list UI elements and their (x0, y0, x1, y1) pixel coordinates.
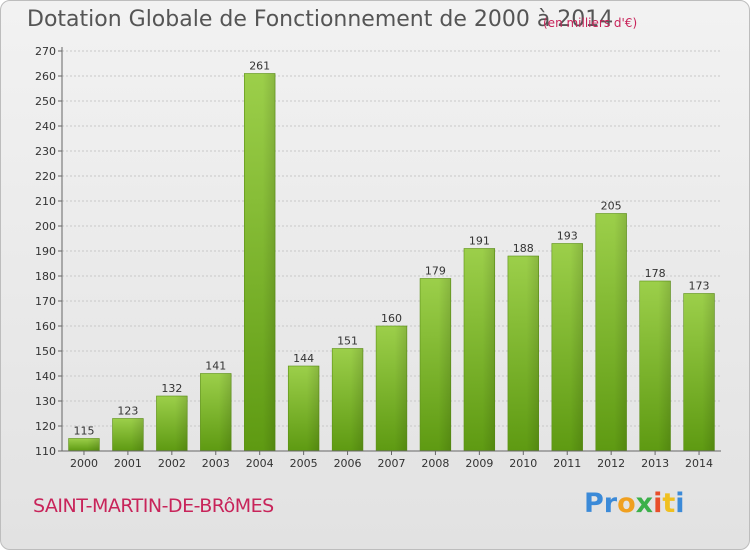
bar-shade (350, 348, 363, 451)
y-tick-label: 220 (35, 170, 56, 183)
y-tick-label: 210 (35, 195, 56, 208)
bar-shade (614, 213, 627, 451)
y-tick-label: 230 (35, 145, 56, 158)
bar-shade (658, 281, 671, 451)
x-tick-label: 2002 (158, 457, 186, 470)
value-label: 144 (293, 352, 314, 365)
bar-shade (526, 256, 539, 451)
value-label: 132 (161, 382, 182, 395)
x-tick-label: 2014 (685, 457, 713, 470)
y-tick-label: 240 (35, 120, 56, 133)
x-tick-label: 2006 (334, 457, 362, 470)
bar-shade (438, 278, 451, 451)
y-tick-label: 270 (35, 45, 56, 58)
bar-shade (262, 73, 276, 451)
bar-shade (306, 366, 320, 451)
logo-part: i (653, 488, 663, 519)
value-label: 188 (513, 242, 534, 255)
x-tick-label: 2003 (202, 457, 230, 470)
bar-shade (702, 293, 715, 451)
value-label: 178 (645, 267, 666, 280)
bar-shade (130, 418, 144, 451)
value-label: 115 (73, 425, 94, 438)
commune-name: SAINT-MARTIN-DE-BRôMES (33, 495, 274, 517)
x-tick-label: 2010 (509, 457, 537, 470)
x-tick-label: 2012 (597, 457, 625, 470)
y-tick-label: 190 (35, 245, 56, 258)
y-tick-label: 180 (35, 270, 56, 283)
proxiti-logo: Proxiti (584, 488, 685, 519)
value-label: 261 (249, 60, 270, 73)
y-tick-label: 140 (35, 370, 56, 383)
bar-shade (87, 438, 100, 451)
bar-shade (394, 326, 407, 451)
y-tick-label: 130 (35, 395, 56, 408)
x-tick-label: 2005 (290, 457, 318, 470)
value-label: 123 (117, 405, 138, 418)
value-label: 205 (601, 200, 622, 213)
x-tick-label: 2011 (553, 457, 581, 470)
y-tick-label: 250 (35, 95, 56, 108)
logo-part: x (635, 488, 654, 519)
x-tick-label: 2013 (641, 457, 669, 470)
y-tick-label: 120 (35, 420, 56, 433)
value-label: 151 (337, 335, 358, 348)
unit-note: (en milliers d'€) (543, 16, 638, 30)
value-label: 141 (205, 360, 226, 373)
chart-title: Dotation Globale de Fonctionnement de 20… (27, 7, 614, 32)
x-tick-label: 2008 (421, 457, 449, 470)
y-tick-label: 150 (35, 345, 56, 358)
logo-part: i (675, 488, 685, 519)
value-label: 191 (469, 235, 490, 248)
value-label: 160 (381, 312, 402, 325)
x-tick-label: 2007 (378, 457, 406, 470)
value-label: 179 (425, 265, 446, 278)
logo-part: o (617, 488, 636, 519)
logo-part: Pr (584, 488, 618, 519)
value-label: 173 (689, 280, 710, 293)
value-label: 193 (557, 230, 578, 243)
y-tick-label: 170 (35, 295, 56, 308)
x-tick-label: 2000 (70, 457, 98, 470)
bar-shade (570, 243, 583, 451)
y-tick-label: 260 (35, 70, 56, 83)
y-tick-label: 110 (35, 445, 56, 458)
x-tick-label: 2009 (465, 457, 493, 470)
bar-shade (218, 373, 232, 451)
bar-shade (482, 248, 495, 451)
x-tick-label: 2001 (114, 457, 142, 470)
y-tick-label: 160 (35, 320, 56, 333)
logo-part: t (662, 488, 676, 519)
y-tick-label: 200 (35, 220, 56, 233)
bar-shade (174, 396, 188, 451)
x-tick-label: 2004 (246, 457, 274, 470)
